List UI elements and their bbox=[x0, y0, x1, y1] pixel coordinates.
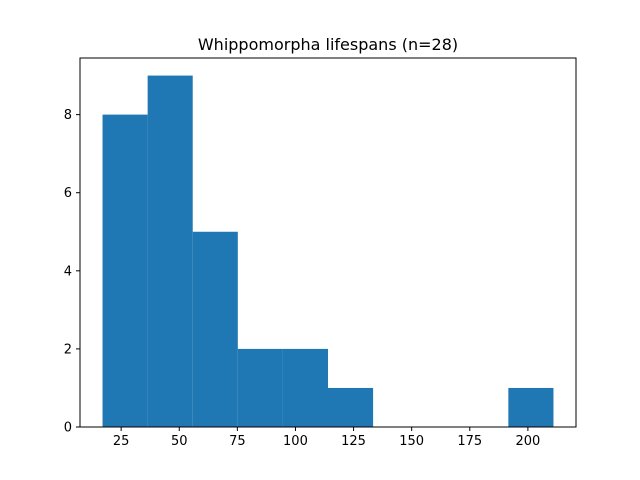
histogram-bar bbox=[508, 387, 554, 427]
x-tick-label: 200 bbox=[515, 434, 540, 449]
y-tick-label: 4 bbox=[64, 264, 72, 279]
plot-frame bbox=[79, 57, 577, 428]
histogram-bar bbox=[192, 231, 238, 427]
x-tick-label: 150 bbox=[399, 434, 424, 449]
histogram-bar bbox=[102, 114, 148, 427]
y-tick-label: 0 bbox=[64, 421, 72, 436]
x-tick-label: 50 bbox=[171, 434, 188, 449]
bars-group bbox=[102, 75, 554, 428]
y-tick-label: 8 bbox=[64, 108, 72, 123]
histogram-bar bbox=[328, 387, 374, 427]
y-tick-label: 6 bbox=[64, 186, 72, 201]
histogram-bar bbox=[282, 348, 328, 427]
x-tick-label: 175 bbox=[457, 434, 482, 449]
y-axis-ticks: 0 2 4 6 8 bbox=[64, 108, 80, 436]
y-tick-label: 2 bbox=[64, 342, 72, 357]
chart-title: Whippomorpha lifespans (n=28) bbox=[198, 35, 458, 54]
x-axis-ticks: 25 50 75 100 125 150 175 200 bbox=[113, 427, 540, 449]
histogram-bar bbox=[237, 348, 283, 427]
x-tick-label: 75 bbox=[229, 434, 246, 449]
histogram-bar bbox=[147, 75, 193, 428]
x-tick-label: 25 bbox=[113, 434, 130, 449]
x-tick-label: 125 bbox=[341, 434, 366, 449]
x-tick-label: 100 bbox=[283, 434, 308, 449]
